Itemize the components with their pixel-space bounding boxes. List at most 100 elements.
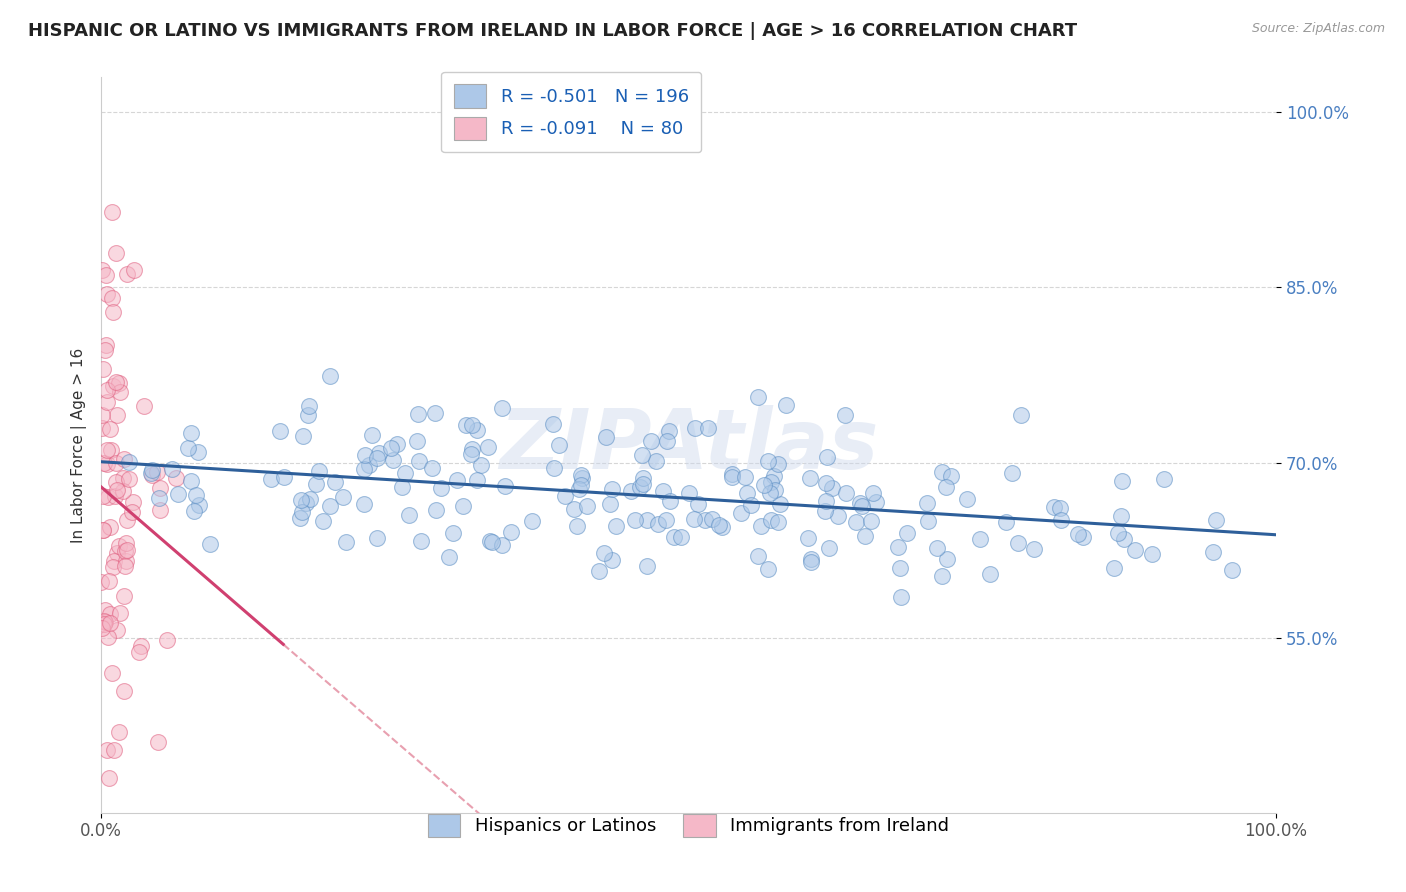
Point: [105, 546, 128, 560]
Point: [633, 471, 655, 485]
Point: [1010, 409, 1032, 423]
Point: [1049, 501, 1071, 516]
Point: [700, 512, 723, 526]
Point: [799, 471, 821, 485]
Point: [332, 491, 354, 505]
Point: [112, 471, 135, 485]
Point: [887, 540, 910, 554]
Point: [931, 569, 953, 583]
Point: [636, 559, 658, 574]
Point: [112, 684, 135, 698]
Point: [628, 480, 651, 494]
Point: [917, 514, 939, 528]
Point: [105, 246, 128, 260]
Point: [114, 558, 136, 573]
Text: Source: ZipAtlas.com: Source: ZipAtlas.com: [1251, 22, 1385, 36]
Point: [94, 268, 117, 283]
Point: [101, 291, 124, 305]
Point: [747, 549, 769, 564]
Point: [187, 445, 209, 459]
Point: [441, 526, 464, 541]
Point: [460, 448, 482, 462]
Point: [1109, 508, 1132, 523]
Point: [101, 305, 124, 319]
Point: [800, 555, 823, 569]
Point: [162, 462, 184, 476]
Point: [357, 458, 380, 472]
Point: [104, 375, 127, 389]
Point: [664, 530, 686, 544]
Point: [678, 486, 700, 500]
Point: [98, 422, 121, 436]
Point: [461, 442, 484, 456]
Point: [292, 429, 315, 443]
Point: [821, 481, 844, 495]
Point: [146, 465, 169, 479]
Point: [849, 496, 872, 510]
Point: [935, 551, 957, 566]
Point: [117, 268, 139, 282]
Point: [645, 454, 668, 468]
Point: [855, 529, 877, 543]
Point: [756, 562, 779, 576]
Point: [308, 464, 330, 478]
Point: [167, 487, 190, 501]
Point: [104, 489, 127, 503]
Point: [177, 441, 200, 455]
Point: [759, 513, 782, 527]
Point: [139, 466, 162, 480]
Point: [108, 724, 131, 739]
Point: [740, 498, 762, 512]
Point: [631, 477, 654, 491]
Point: [465, 474, 488, 488]
Point: [931, 465, 953, 479]
Point: [835, 486, 858, 500]
Point: [658, 493, 681, 508]
Point: [571, 471, 593, 485]
Point: [437, 550, 460, 565]
Point: [658, 425, 681, 439]
Point: [1123, 543, 1146, 558]
Point: [100, 666, 122, 681]
Point: [134, 399, 156, 413]
Point: [90, 408, 112, 422]
Point: [454, 417, 477, 432]
Point: [775, 399, 797, 413]
Point: [101, 378, 124, 392]
Point: [721, 470, 744, 484]
Point: [98, 771, 121, 785]
Point: [353, 461, 375, 475]
Point: [671, 530, 693, 544]
Point: [105, 623, 128, 637]
Point: [865, 495, 887, 509]
Point: [312, 514, 335, 528]
Point: [815, 450, 838, 464]
Point: [862, 486, 884, 500]
Point: [655, 513, 678, 527]
Point: [108, 376, 131, 391]
Point: [752, 478, 775, 492]
Point: [955, 492, 977, 507]
Point: [409, 534, 432, 549]
Point: [1111, 474, 1133, 488]
Point: [141, 467, 163, 482]
Point: [762, 469, 785, 483]
Point: [98, 574, 121, 589]
Point: [624, 512, 647, 526]
Point: [1071, 530, 1094, 544]
Point: [105, 456, 128, 470]
Point: [630, 448, 652, 462]
Point: [297, 408, 319, 422]
Point: [1202, 545, 1225, 559]
Point: [1104, 561, 1126, 575]
Point: [763, 483, 786, 497]
Point: [103, 554, 125, 568]
Point: [93, 617, 115, 632]
Point: [112, 590, 135, 604]
Point: [1112, 532, 1135, 546]
Point: [405, 434, 427, 449]
Point: [299, 492, 322, 507]
Point: [479, 533, 502, 548]
Point: [481, 534, 503, 549]
Point: [620, 484, 643, 499]
